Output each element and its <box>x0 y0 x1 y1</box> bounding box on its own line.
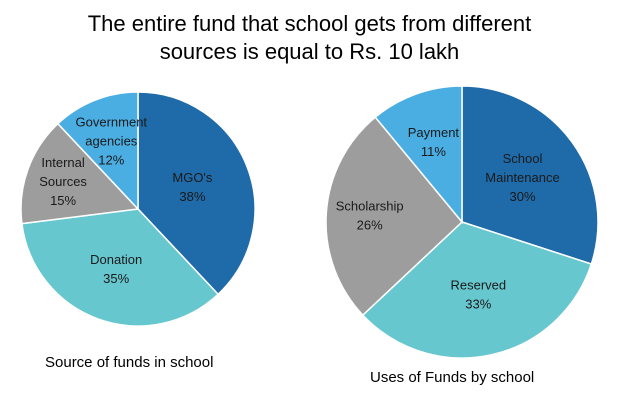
pie-slice-reserved <box>361 221 593 359</box>
pie-slice-label-reserved: Reserved 33% <box>450 278 506 312</box>
pie-slice-label-government-agencies: Government agencies 12% <box>76 115 148 168</box>
slice-percent-label: 11% <box>421 144 446 159</box>
chart-caption-uses-of-funds: Uses of Funds by school <box>370 369 535 386</box>
slice-name-label: MGO's <box>172 170 213 185</box>
page-title: The entire fund that school gets from di… <box>0 10 619 66</box>
pie-slice-label-scholarship: Scholarship 26% <box>336 199 404 233</box>
slice-name-label: Maintenance <box>485 170 559 185</box>
slice-percent-label: 38% <box>179 189 205 204</box>
slice-percent-label: 15% <box>50 193 76 208</box>
pie-slice-scholarship <box>325 116 464 317</box>
slice-name-label: School <box>503 151 543 166</box>
title-line-1: The entire fund that school gets from di… <box>87 11 532 36</box>
pie-slice-internal-sources <box>20 122 140 225</box>
slice-name-label: Sources <box>39 174 87 189</box>
pie-chart-source-of-funds: MGO's 38% Donation 35% Internal Sources 15% Gov… <box>20 91 256 327</box>
pie-slice-mgo-s <box>137 91 256 296</box>
slice-name-label: Government <box>76 115 148 130</box>
pie-slice-school-maintenance <box>461 85 599 265</box>
slice-name-label: Payment <box>408 125 460 140</box>
title-line-2: sources is equal to Rs. 10 lakh <box>159 39 460 64</box>
slice-name-label: Donation <box>90 252 142 267</box>
pie-slice-label-school-maintenance: School Maintenance 30% <box>485 151 559 204</box>
pie-slice-government-agencies <box>56 91 139 211</box>
slice-percent-label: 12% <box>98 153 124 168</box>
pie-slice-label-payment: Payment 11% <box>408 125 460 159</box>
slice-name-label: agencies <box>85 134 138 149</box>
chart-caption-source-of-funds: Source of funds in school <box>45 354 214 371</box>
pie-slice-label-internal-sources: Internal Sources 15% <box>39 155 87 208</box>
slice-percent-label: 35% <box>103 271 129 286</box>
pie-chart-uses-of-funds: School Maintenance 30% Reserved 33% Scholarsh… <box>325 85 599 359</box>
pie-slice-donation <box>21 208 220 327</box>
slice-name-label: Internal <box>41 155 84 170</box>
pie-slice-label-donation: Donation 35% <box>90 252 142 286</box>
pie-slice-payment <box>374 85 463 225</box>
slice-name-label: Scholarship <box>336 199 404 214</box>
slice-percent-label: 33% <box>465 297 491 312</box>
pie-slice-label-mgo-s: MGO's 38% <box>172 170 213 204</box>
slice-percent-label: 30% <box>509 189 535 204</box>
slice-percent-label: 26% <box>357 218 383 233</box>
slice-name-label: Reserved <box>450 278 506 293</box>
